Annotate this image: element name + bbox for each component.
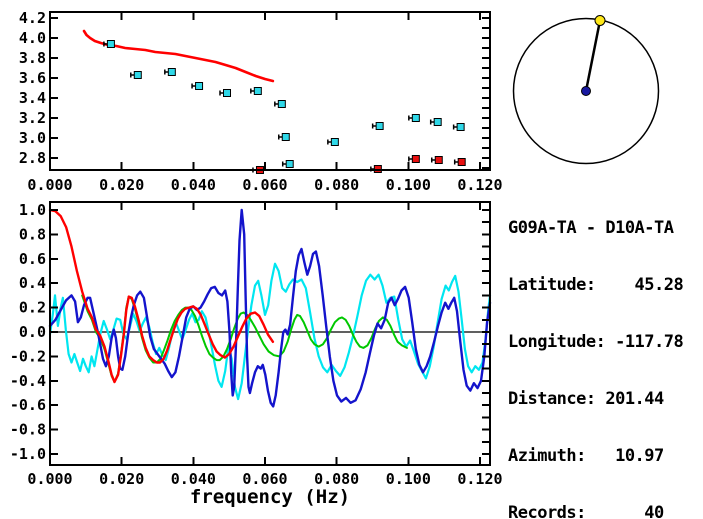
correlogram-y-tick-label: 0.8 [19,225,46,243]
accepted-velocity-measurements-point [277,100,286,108]
dispersion-y-tick-label: 3.2 [19,109,46,127]
dispersion-y-tick-label: 3.4 [19,89,46,107]
accepted-velocity-measurements-point [106,40,115,48]
accepted-velocity-measurements-point [195,82,204,90]
correlogram-y-tick-label: 0.0 [19,323,46,341]
correlogram-x-tick-label: 0.100 [386,470,431,488]
station-pair-info: G09A-TA - D10A-TA Latitude: 45.28 Longit… [508,181,684,519]
azimuth-ring [512,17,660,165]
dispersion-panel-border [49,11,491,171]
info-records: Records: 40 [508,503,664,519]
accepted-velocity-measurements-point [375,122,384,130]
info-longitude: Longitude: -117.78 [508,332,684,352]
correlogram-y-tick-label: -0.6 [10,396,46,414]
correlogram-y-tick-label: -0.2 [10,347,46,365]
dispersion-y-tick-label: 4.0 [19,29,46,47]
dispersion-x-tick-label: 0.100 [386,176,431,194]
rejected-velocity-measurements-point [411,155,420,163]
dispersion-y-tick-label: 4.2 [19,9,46,27]
dispersion-x-tick-label: 0.080 [314,176,359,194]
station-pair-title: G09A-TA - D10A-TA [508,218,674,238]
accepted-velocity-measurements-point [330,138,339,146]
correlogram-y-tick-label: -0.8 [10,421,46,439]
accepted-velocity-measurements-point [433,118,442,126]
remote-station-dot [594,15,606,26]
accepted-velocity-measurements-point [411,114,420,122]
dispersion-y-tick-label: 3.8 [19,49,46,67]
rejected-velocity-measurements-point [434,156,443,164]
correlogram-x-tick-label: 0.080 [314,470,359,488]
center-station-dot [581,86,591,96]
accepted-velocity-measurements-point [281,133,290,141]
dispersion-x-tick-label: 0.060 [242,176,287,194]
accepted-velocity-measurements-point [167,68,176,76]
correlogram-y-tick-label: -1.0 [10,445,46,463]
correlogram-x-tick-label: 0.040 [171,470,216,488]
correlogram-y-tick-label: 1.0 [19,201,46,219]
reference-dispersion-curve [82,29,275,83]
cross-spectrum-filtered-blue [48,208,492,408]
rejected-velocity-measurements-point [457,158,466,166]
dispersion-x-tick-label: 0.020 [99,176,144,194]
accepted-velocity-measurements-point [253,87,262,95]
correlogram-x-tick-label: 0.060 [242,470,287,488]
info-latitude: Latitude: 45.28 [508,275,684,295]
bessel-fit-red [48,208,275,384]
info-azimuth: Azimuth: 10.97 [508,446,664,466]
correlogram-y-tick-label: 0.2 [19,299,46,317]
correlogram-x-tick-label: 0.120 [457,470,502,488]
accepted-velocity-measurements-point [223,89,232,97]
x-axis-title: frequency (Hz) [189,486,351,508]
dispersion-x-tick-label: 0.120 [457,176,502,194]
correlogram-y-tick-label: 0.6 [19,250,46,268]
azimuth-line [584,20,602,92]
correlogram-y-tick-label: -0.4 [10,372,46,390]
correlogram-x-tick-label: 0.020 [99,470,144,488]
accepted-velocity-measurements-point [456,123,465,131]
correlogram-panel-border [49,201,491,466]
dispersion-x-tick-label: 0.040 [171,176,216,194]
accepted-velocity-measurements-point [285,160,294,168]
correlogram-y-tick-label: 0.4 [19,274,46,292]
accepted-velocity-measurements-point [133,71,142,79]
dispersion-x-tick-label: 0.000 [27,176,72,194]
correlogram-x-tick-label: 0.000 [27,470,72,488]
dispersion-y-tick-label: 3.0 [19,129,46,147]
dispersion-y-tick-label: 3.6 [19,69,46,87]
dispersion-y-tick-label: 2.8 [19,149,46,167]
info-distance: Distance: 201.44 [508,389,664,409]
